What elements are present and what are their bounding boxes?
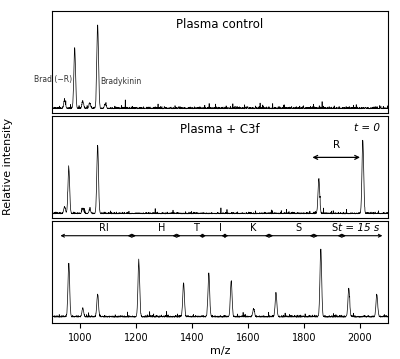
Text: Plasma + C3f: Plasma + C3f bbox=[180, 123, 260, 136]
Text: S: S bbox=[295, 223, 302, 233]
Text: T: T bbox=[193, 223, 199, 233]
Text: Relative intensity: Relative intensity bbox=[3, 118, 13, 215]
Text: K: K bbox=[250, 223, 257, 233]
Text: RI: RI bbox=[99, 223, 109, 233]
Text: I: I bbox=[218, 223, 222, 233]
Text: H: H bbox=[158, 223, 165, 233]
X-axis label: m/z: m/z bbox=[210, 346, 230, 356]
Text: Brad (−R): Brad (−R) bbox=[34, 75, 72, 84]
Text: S: S bbox=[332, 223, 338, 233]
Text: t = 15 s: t = 15 s bbox=[338, 223, 380, 233]
Text: Bradykinin: Bradykinin bbox=[100, 76, 141, 85]
Text: R: R bbox=[333, 140, 340, 150]
Text: Plasma control: Plasma control bbox=[176, 18, 264, 31]
Text: t = 0: t = 0 bbox=[354, 123, 380, 133]
